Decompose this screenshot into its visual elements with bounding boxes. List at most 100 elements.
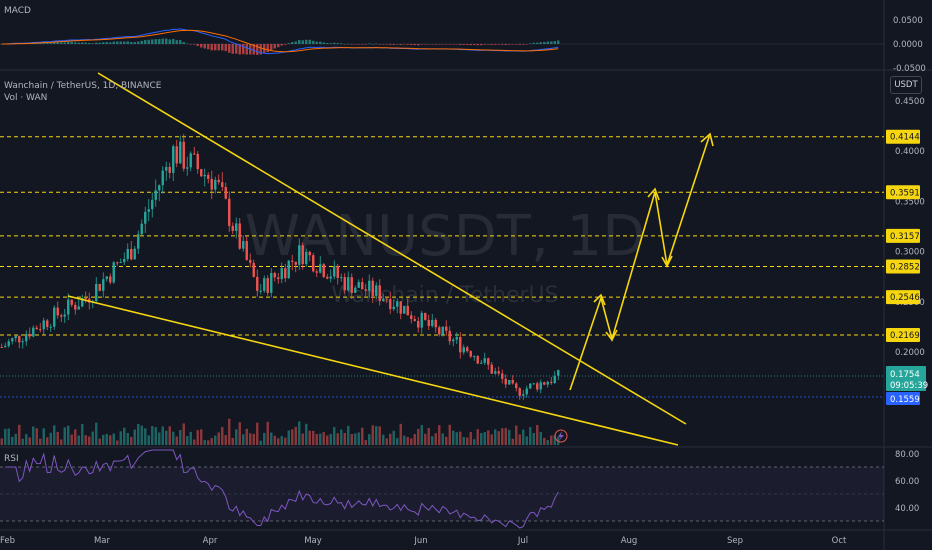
lightning-icon[interactable] <box>554 429 568 443</box>
candle-body <box>263 278 266 291</box>
macd-histogram-bar <box>354 44 357 45</box>
macd-histogram-bar <box>480 44 483 46</box>
volume-bar <box>53 425 56 445</box>
candle-body <box>553 375 556 384</box>
candle-body <box>21 341 24 343</box>
signal-line <box>1 29 559 53</box>
macd-histogram-bar <box>536 42 539 44</box>
upper-trendline <box>97 72 687 425</box>
macd-histogram-bar <box>305 39 308 44</box>
volume-bar <box>354 433 357 445</box>
candle-body <box>42 320 45 330</box>
time-label: Sep <box>727 536 743 546</box>
volume-bar <box>179 429 182 445</box>
currency-button[interactable]: USDT <box>890 76 922 94</box>
candle-body <box>63 314 66 317</box>
volume-bar <box>319 433 322 445</box>
candle-body <box>543 382 546 385</box>
candle-body <box>210 178 213 190</box>
macd-histogram-bar <box>88 42 91 44</box>
volume-bar <box>112 433 115 445</box>
volume-bar <box>39 438 42 445</box>
volume-bar <box>119 431 122 445</box>
volume-bar <box>434 433 437 445</box>
volume-bar <box>378 426 381 445</box>
candle-body <box>487 358 490 365</box>
macd-price-axis[interactable]: 0.0500 0.0000 -0.0500 <box>893 16 926 74</box>
volume-bar <box>371 425 374 445</box>
low-price-label: 0.1559 <box>890 395 920 405</box>
candle-body <box>74 304 77 310</box>
candle-body <box>49 326 52 328</box>
rsi-line <box>5 449 559 529</box>
rsi-price-axis[interactable]: 80.00 60.00 40.00 <box>895 450 919 514</box>
volume-bar <box>277 438 280 445</box>
volume-bar <box>553 434 556 445</box>
candle-body <box>172 146 175 173</box>
candle-body <box>392 306 395 310</box>
candle-body <box>144 211 147 224</box>
volume-bar <box>480 433 483 445</box>
candle-body <box>32 327 35 337</box>
time-label: Jul <box>517 536 528 546</box>
macd-histogram-bar <box>312 40 315 44</box>
candle-body <box>256 276 259 291</box>
macd-histogram-bar <box>0 44 3 45</box>
candle-body <box>396 301 399 307</box>
candle-body <box>312 255 315 272</box>
volume-bar <box>270 432 273 445</box>
volume-bar <box>224 435 227 445</box>
candle-body <box>424 312 427 320</box>
macd-histogram-bar <box>413 44 416 46</box>
volume-bar <box>98 438 101 445</box>
candlesticks <box>0 133 560 400</box>
volume-bar <box>494 429 497 445</box>
volume-label: Vol · WAN <box>4 93 47 103</box>
candle-body <box>459 337 462 353</box>
price-tick-label: 0.2000 <box>895 348 925 358</box>
candle-body <box>270 273 273 293</box>
macd-histogram-bar <box>182 42 185 44</box>
candle-body <box>511 379 514 384</box>
macd-histogram-bar <box>487 44 490 45</box>
macd-histogram-bar <box>357 44 360 45</box>
candle-body <box>133 248 136 260</box>
macd-histogram-bar <box>238 44 241 55</box>
macd-histogram-bar <box>158 39 161 44</box>
volume-bar <box>189 431 192 445</box>
candle-body <box>434 319 437 328</box>
candle-body <box>284 268 287 279</box>
candle-body <box>224 187 227 199</box>
volume-bar <box>497 431 500 445</box>
volume-bar <box>175 436 178 445</box>
volume-bar <box>448 424 451 445</box>
candle-body <box>431 319 434 327</box>
volume-bar <box>392 430 395 445</box>
candle-body <box>0 346 3 348</box>
macd-histogram-bar <box>70 41 73 44</box>
volume-bar <box>210 438 213 445</box>
time-label: Mar <box>94 536 111 546</box>
volume-bar <box>403 435 406 445</box>
level-tag <box>886 129 920 144</box>
volume-bar <box>294 426 297 445</box>
volume-bar <box>441 433 444 445</box>
volume-bar <box>84 435 87 445</box>
macd-histogram-bar <box>186 43 189 45</box>
volume-bar <box>511 438 514 445</box>
macd-histogram-bar <box>217 44 220 51</box>
macd-histogram-bar <box>368 43 371 45</box>
candle-body <box>67 299 70 315</box>
time-axis[interactable]: Feb Mar Apr May Jun Jul Aug Sep Oct <box>0 536 847 546</box>
current-price-label: 0.1754 <box>890 370 920 380</box>
macd-histogram-bar <box>490 44 493 45</box>
candle-body <box>319 264 322 273</box>
candle-body <box>116 262 119 264</box>
macd-histogram-bar <box>147 39 150 44</box>
candle-body <box>322 264 325 277</box>
macd-histogram-bar <box>144 40 147 44</box>
volume-bar <box>287 430 290 445</box>
volume-bar <box>427 427 430 445</box>
macd-histogram-bar <box>406 44 409 45</box>
